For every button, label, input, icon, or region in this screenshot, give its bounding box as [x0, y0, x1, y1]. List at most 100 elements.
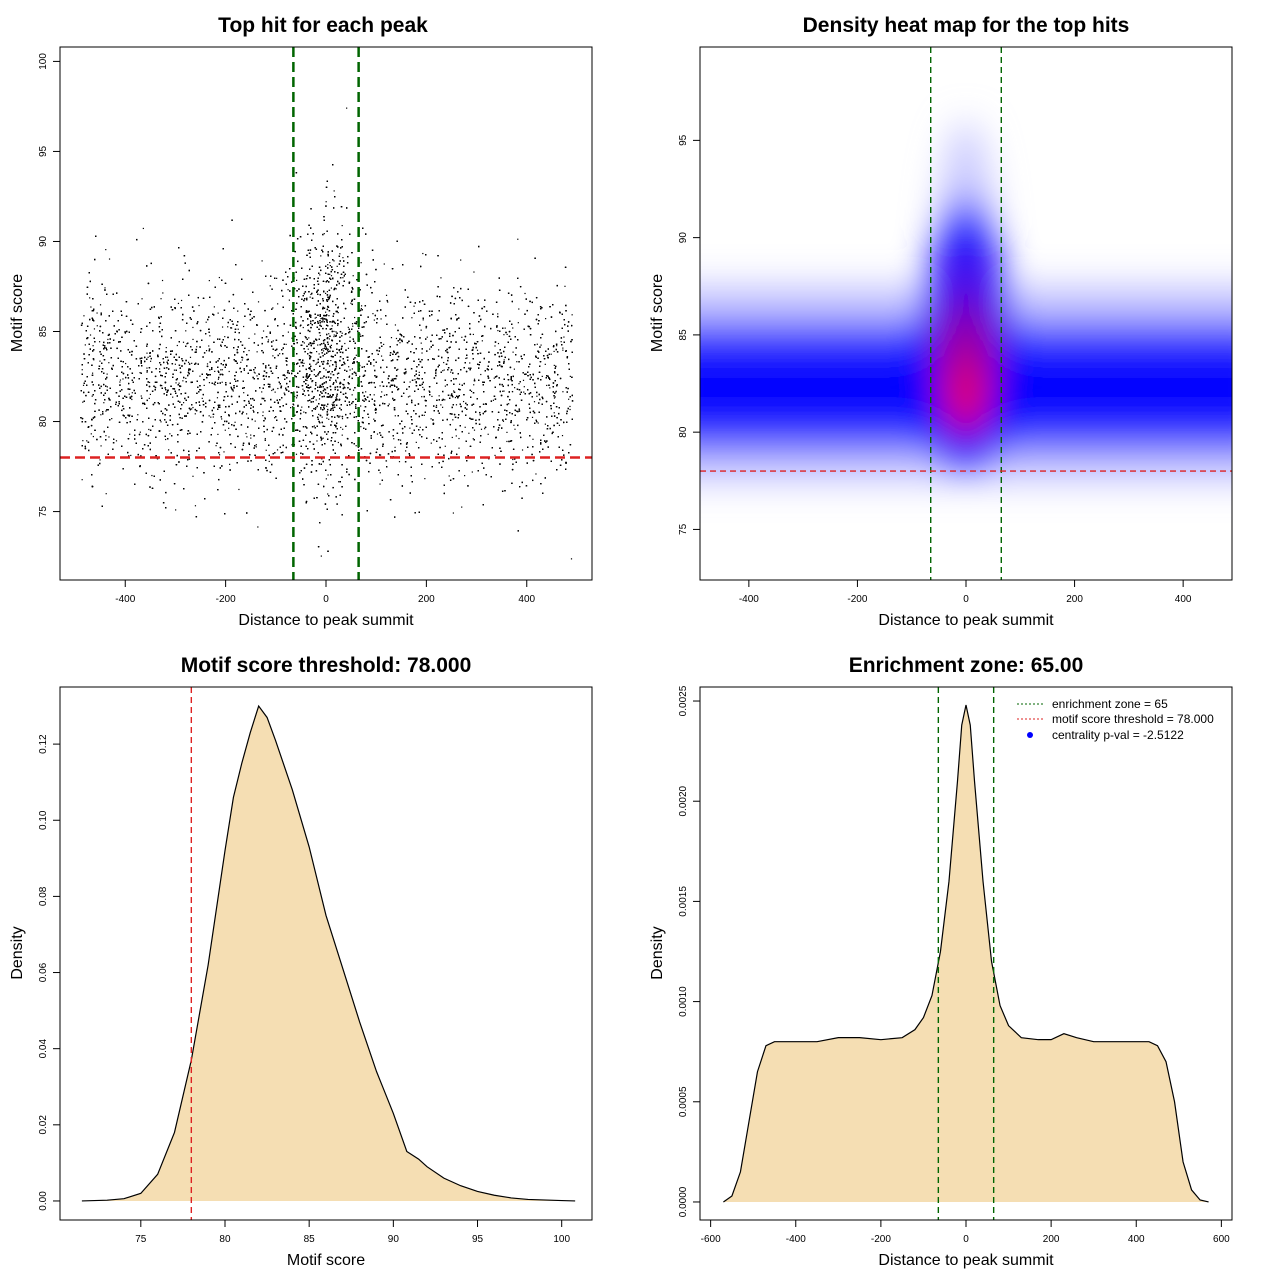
scatter-point — [192, 326, 194, 329]
scatter-point — [512, 327, 514, 329]
scatter-point — [497, 329, 499, 332]
scatter-point — [308, 324, 310, 326]
scatter-point — [191, 408, 193, 410]
scatter-point — [223, 451, 225, 453]
scatter-point — [461, 506, 463, 508]
scatter-point — [82, 384, 85, 386]
scatter-point — [227, 326, 229, 328]
scatter-point — [383, 343, 385, 346]
scatter-point — [146, 371, 148, 373]
scatter-point — [470, 390, 473, 392]
scatter-point — [326, 405, 328, 407]
scatter-point — [327, 348, 329, 350]
scatter-point — [201, 397, 203, 399]
scatter-point — [218, 276, 220, 279]
scatter-point — [333, 330, 335, 333]
scatter-point — [464, 426, 466, 428]
scatter-point — [329, 273, 331, 275]
scatter-point — [254, 333, 256, 335]
scatter-point — [435, 404, 438, 407]
scatter-point — [111, 418, 113, 420]
scatter-point — [523, 391, 525, 393]
scatter-point — [322, 317, 324, 319]
scatter-point — [217, 433, 219, 436]
scatter-point — [93, 328, 96, 330]
scatter-point — [106, 386, 108, 388]
scatter-point — [304, 335, 306, 338]
scatter-point — [265, 449, 267, 451]
scatter-point — [325, 311, 327, 313]
scatter-point — [296, 279, 298, 281]
scatter-point — [405, 370, 407, 373]
scatter-point — [466, 357, 468, 359]
scatter-point — [502, 390, 504, 392]
scatter-point — [405, 450, 407, 452]
scatter-point — [335, 360, 337, 363]
scatter-point — [293, 404, 295, 406]
scatter-point — [279, 353, 281, 355]
scatter-point — [443, 361, 445, 364]
scatter-point — [146, 352, 148, 354]
scatter-point — [344, 342, 346, 345]
scatter-point — [560, 341, 562, 343]
scatter-point — [173, 369, 176, 371]
scatter-point — [128, 393, 130, 395]
scatter-point — [546, 384, 548, 387]
scatter-point — [330, 373, 332, 375]
scatter-point — [484, 428, 486, 430]
scatter-point — [231, 327, 233, 329]
scatter-point — [92, 435, 94, 438]
scatter-point — [325, 369, 327, 371]
scatter-point — [493, 377, 495, 379]
scatter-point — [335, 288, 337, 290]
scatter-point — [273, 417, 276, 419]
scatter-point — [431, 395, 433, 398]
scatter-point — [272, 355, 274, 357]
scatter-point — [473, 429, 476, 431]
scatter-point — [254, 372, 256, 374]
scatter-point — [373, 418, 375, 420]
scatter-point — [420, 342, 422, 344]
scatter-point — [310, 343, 312, 345]
scatter-point — [141, 298, 143, 300]
scatter-point — [536, 395, 538, 397]
scatter-point — [448, 475, 450, 477]
scatter-point — [381, 391, 383, 393]
scatter-point — [115, 440, 118, 442]
scatter-point — [175, 509, 177, 511]
scatter-point — [333, 320, 335, 322]
scatter-point — [458, 447, 460, 449]
scatter-point — [351, 323, 354, 325]
scatter-point — [569, 405, 571, 408]
scatter-point — [333, 335, 335, 338]
scatter-point — [319, 371, 322, 373]
scatter-point — [159, 368, 161, 370]
scatter-point — [237, 328, 239, 330]
scatter-point — [341, 347, 343, 349]
scatter-point — [99, 459, 101, 461]
scatter-point — [318, 398, 321, 400]
scatter-point — [562, 349, 564, 351]
scatter-point — [255, 444, 257, 446]
scatter-point — [508, 403, 510, 405]
scatter-point — [419, 426, 421, 428]
scatter-point — [390, 337, 393, 339]
scatter-point — [506, 440, 508, 443]
scatter-point — [325, 382, 327, 384]
scatter-point — [333, 260, 335, 262]
scatter-point — [424, 478, 426, 480]
scatter-point — [438, 349, 440, 351]
scatter-point — [217, 378, 220, 380]
scatter-point — [317, 344, 319, 346]
scatter-point — [440, 277, 442, 279]
scatter-point — [497, 313, 499, 315]
scatter-point — [376, 433, 379, 435]
scatter-point — [331, 325, 333, 327]
scatter-point — [90, 306, 92, 308]
scatter-point — [555, 391, 557, 393]
scatter-point — [192, 338, 194, 341]
scatter-point — [327, 264, 329, 266]
scatter-point — [330, 360, 332, 362]
scatter-point — [264, 417, 266, 419]
scatter-point — [553, 397, 556, 399]
